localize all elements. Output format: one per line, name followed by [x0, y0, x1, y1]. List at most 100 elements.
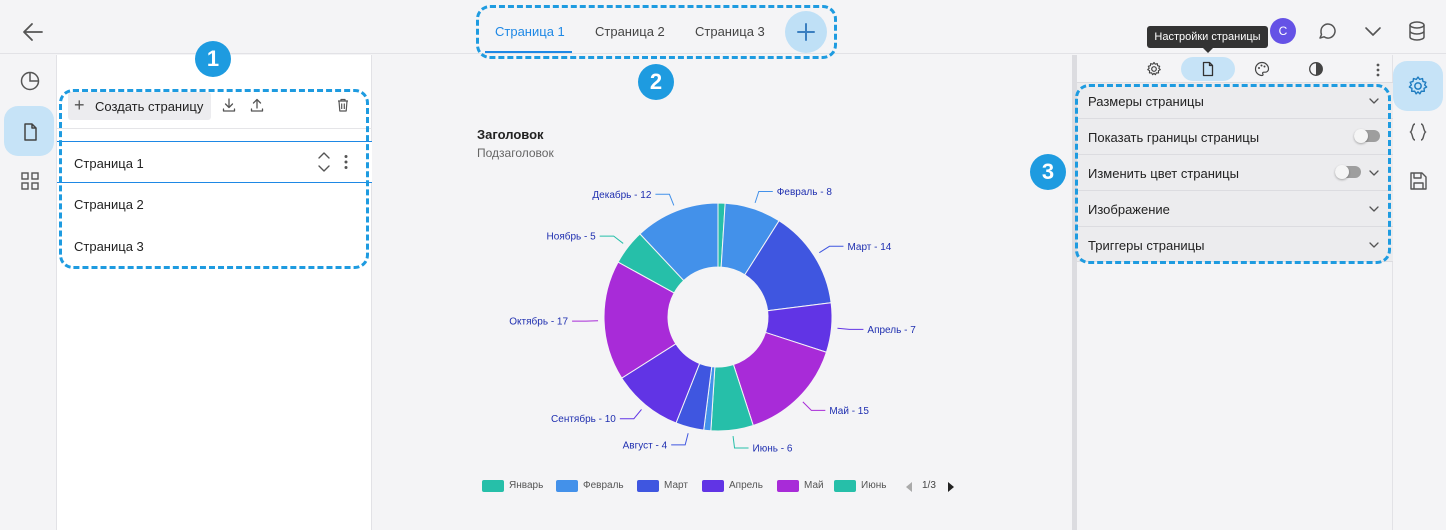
tab-theme-settings[interactable]	[1289, 57, 1343, 81]
create-page-label: Создать страницу	[95, 99, 204, 114]
active-tab-indicator	[485, 51, 572, 53]
data-label-8: Октябрь - 17	[509, 316, 568, 328]
create-page-button[interactable]: + Создать страницу	[68, 92, 211, 120]
code-braces-icon	[1409, 123, 1427, 141]
legend-swatch	[777, 480, 799, 492]
widgets-rail-button[interactable]	[4, 155, 54, 205]
tab-page-3[interactable]: Страница 3	[695, 24, 765, 39]
download-icon[interactable]	[221, 97, 237, 118]
change-color-row[interactable]: Изменить цвет страницы	[1077, 154, 1393, 190]
data-label-leader-10	[655, 193, 675, 206]
legend-label: Январь	[509, 480, 544, 491]
trash-icon[interactable]	[335, 97, 351, 118]
chevron-down-icon[interactable]	[1362, 20, 1384, 47]
data-label-3: Апрель - 7	[867, 325, 916, 336]
chevron-down-icon[interactable]	[1368, 203, 1380, 215]
add-page-button[interactable]	[785, 11, 827, 53]
legend-label: Июнь	[861, 480, 887, 491]
show-borders-row[interactable]: Показать границы страницы	[1077, 118, 1393, 154]
right-rail	[1393, 55, 1446, 530]
save-rail-button[interactable]	[1393, 156, 1443, 206]
legend-swatch	[556, 480, 578, 492]
legend-label: Февраль	[583, 480, 624, 491]
tab-page-2[interactable]: Страница 2	[595, 24, 665, 39]
page-size-row[interactable]: Размеры страницы	[1077, 82, 1393, 118]
data-label-9: Ноябрь - 5	[547, 231, 597, 243]
chevron-down-icon[interactable]	[1368, 239, 1380, 251]
donut-chart: Февраль - 8 Март - 14 Апрель - 7 Май - 15 Ию…	[509, 187, 916, 454]
page-triggers-row[interactable]: Триггеры страницы	[1077, 226, 1393, 262]
database-icon[interactable]	[1406, 20, 1428, 47]
data-label-leader-5	[732, 435, 749, 449]
plus-icon	[797, 23, 815, 41]
left-rail	[0, 55, 57, 530]
chart-title: Заголовок	[477, 127, 544, 142]
callout-badge-3: 3	[1030, 154, 1066, 190]
panel-resize-handle[interactable]	[1072, 55, 1077, 530]
data-label-leader-4	[802, 401, 826, 411]
page-list-item-label: Страница 2	[74, 197, 144, 212]
settings-tabs	[1077, 55, 1393, 83]
data-label-2: Март - 14	[847, 242, 891, 253]
comment-icon[interactable]	[1317, 20, 1339, 47]
legend-label: Март	[664, 480, 688, 491]
pie-chart-icon	[20, 71, 40, 91]
palette-icon	[1254, 61, 1270, 77]
tab-page-settings[interactable]	[1181, 57, 1235, 81]
page-canvas: Заголовок Подзаголовок Февраль - 8 Март -…	[372, 55, 1072, 530]
tab-general-settings[interactable]	[1127, 57, 1181, 81]
legend-swatch	[637, 480, 659, 492]
page-list-item-3[interactable]: Страница 3	[57, 225, 372, 267]
pages-panel: + Создать страницу Страница 1 Страница 2…	[57, 55, 372, 530]
change-color-toggle[interactable]	[1335, 165, 1361, 179]
data-label-leader-7	[619, 409, 642, 420]
legend-page-indicator: 1/3	[922, 480, 936, 491]
page-triggers-label: Триггеры страницы	[1088, 238, 1205, 253]
data-label-4: Май - 15	[829, 406, 869, 417]
show-borders-toggle[interactable]	[1354, 129, 1380, 143]
page-list-item-2[interactable]: Страница 2	[57, 183, 372, 225]
page-tabs: Страница 1 Страница 2 Страница 3	[475, 5, 837, 59]
code-rail-button[interactable]	[1393, 107, 1443, 157]
change-color-label: Изменить цвет страницы	[1088, 166, 1239, 181]
grid-icon	[21, 172, 39, 190]
upload-icon[interactable]	[249, 97, 265, 118]
save-icon	[1410, 172, 1427, 190]
page-settings-panel: Размеры страницы Показать границы страни…	[1077, 55, 1393, 530]
chart-legend: Январь Февраль Март Апрель Май Июнь	[482, 479, 962, 499]
plus-icon: +	[74, 95, 85, 115]
more-vertical-icon[interactable]	[344, 154, 348, 173]
data-label-7: Сентябрь - 10	[551, 413, 616, 425]
legend-swatch	[702, 480, 724, 492]
show-borders-label: Показать границы страницы	[1088, 130, 1260, 145]
legend-next-icon[interactable]	[946, 481, 956, 493]
chevron-down-icon[interactable]	[1368, 167, 1380, 179]
panel-divider	[57, 128, 372, 129]
image-label: Изображение	[1088, 202, 1170, 217]
charts-rail-button[interactable]	[4, 55, 54, 105]
avatar[interactable]: C	[1270, 18, 1296, 44]
data-label-leader-2	[819, 245, 844, 254]
page-icon	[1202, 61, 1214, 77]
pages-rail-button[interactable]	[4, 106, 54, 156]
chevron-down-icon[interactable]	[1368, 95, 1380, 107]
data-label-leader-6	[671, 433, 689, 446]
settings-rail-button[interactable]	[1393, 61, 1443, 111]
data-label-leader-1	[754, 190, 773, 204]
donut-slice-12[interactable]	[639, 202, 719, 282]
gear-icon	[1147, 61, 1161, 76]
tab-page-1[interactable]: Страница 1	[495, 24, 565, 39]
back-arrow-icon[interactable]	[18, 17, 48, 47]
chart-subtitle: Подзаголовок	[477, 146, 554, 160]
page-list-item-1[interactable]: Страница 1	[57, 141, 372, 183]
data-label-10: Декабрь - 12	[592, 189, 651, 201]
donut-slice-5[interactable]	[732, 331, 828, 427]
data-label-leader-9	[599, 235, 624, 244]
callout-badge-1: 1	[195, 41, 231, 77]
legend-prev-icon[interactable]	[904, 481, 914, 493]
page-icon	[24, 123, 37, 141]
more-vertical-icon[interactable]	[1376, 63, 1380, 82]
tab-style-settings[interactable]	[1235, 57, 1289, 81]
image-row[interactable]: Изображение	[1077, 190, 1393, 226]
reorder-arrows-icon[interactable]	[317, 150, 331, 177]
